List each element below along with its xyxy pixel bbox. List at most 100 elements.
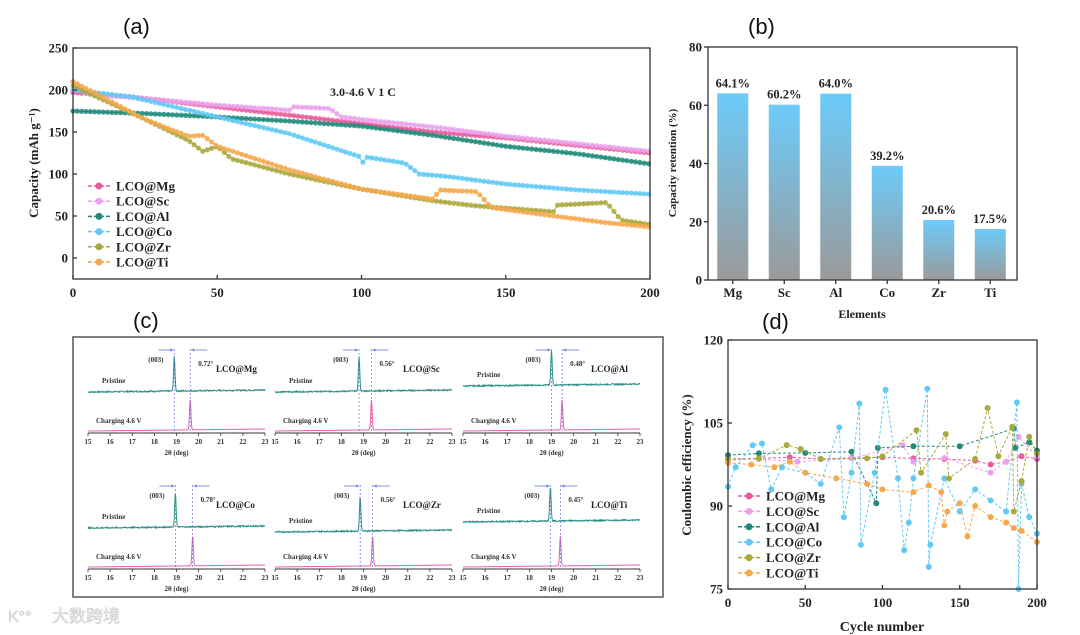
x-tick-label: 16 (482, 438, 490, 446)
data-point (910, 458, 917, 465)
data-point (555, 185, 561, 191)
data-point (260, 109, 267, 115)
data-point (550, 209, 556, 215)
data-point (425, 132, 431, 138)
data-point (230, 103, 236, 109)
y-tick-label: 200 (49, 83, 69, 98)
data-point (269, 161, 275, 167)
data-point (92, 90, 98, 96)
capacity-cycling-chart: 0 50 100 150 200 0 50 100 150 200 250 Capacity (mAh… (26, 41, 660, 301)
bar-co (871, 165, 903, 280)
pristine-trace (462, 488, 641, 524)
data-point (195, 100, 202, 106)
data-point (641, 191, 647, 197)
x-tick-label: 100 (873, 595, 893, 610)
data-point (511, 182, 518, 188)
data-point (377, 118, 383, 124)
data-point (490, 141, 496, 147)
data-point (572, 201, 578, 207)
arrow-head-icon (191, 348, 195, 352)
data-point (425, 172, 431, 178)
data-point (174, 112, 180, 118)
data-point (576, 216, 582, 222)
data-point (174, 98, 180, 104)
data-point (641, 223, 647, 229)
data-point (481, 130, 487, 137)
data-point (321, 120, 327, 127)
data-point (394, 191, 401, 197)
data-point (802, 469, 809, 476)
data-point (589, 218, 595, 224)
data-point (204, 136, 210, 142)
data-point (542, 208, 548, 214)
data-point (481, 197, 487, 203)
data-point (871, 469, 878, 476)
data-point (347, 150, 353, 157)
data-point (602, 219, 608, 226)
data-point (438, 173, 444, 179)
data-point (882, 386, 889, 393)
data-point (282, 118, 288, 124)
series-lco-co (70, 87, 652, 197)
data-point (213, 102, 219, 108)
data-point (464, 128, 470, 134)
data-point (1018, 527, 1025, 534)
data-point (343, 182, 349, 188)
data-point (118, 103, 124, 110)
x-axis-label: Cycle number (840, 620, 924, 635)
data-point (239, 104, 245, 110)
data-point (537, 137, 543, 143)
sample-label: LCO@Sc (403, 364, 440, 374)
data-point (498, 143, 505, 149)
data-point (459, 128, 466, 134)
data-point (295, 133, 301, 140)
y-tick-label: 0 (62, 251, 69, 266)
data-point (755, 455, 762, 462)
data-point (308, 105, 314, 111)
data-point (364, 117, 370, 123)
data-point (451, 135, 457, 142)
data-point (555, 213, 561, 220)
arrow-head-icon (355, 348, 359, 352)
data-point (200, 101, 206, 107)
x-tick-label: 17 (316, 574, 324, 582)
data-point (559, 139, 565, 145)
data-point (165, 125, 171, 131)
data-point (1003, 508, 1010, 515)
data-point (325, 117, 331, 123)
data-point (611, 208, 617, 214)
y-tick-label: 40 (689, 156, 702, 171)
data-point (312, 139, 318, 145)
data-point (490, 179, 496, 185)
legend-label: LCO@Zr (766, 550, 821, 565)
data-point (330, 121, 336, 127)
data-point (611, 156, 617, 162)
data-point (438, 129, 444, 136)
data-point (394, 120, 401, 126)
data-point (338, 148, 344, 154)
data-point (464, 176, 470, 182)
data-point (568, 140, 574, 146)
category-label: Co (879, 285, 895, 300)
data-point (195, 109, 202, 116)
data-point (213, 113, 219, 120)
data-point (533, 211, 539, 217)
legend-marker (95, 212, 103, 220)
data-point (239, 119, 245, 126)
data-point (356, 153, 362, 159)
data-point (390, 158, 396, 164)
data-point (347, 122, 353, 128)
data-point (247, 122, 254, 128)
data-point (291, 132, 297, 138)
data-point (442, 187, 448, 193)
data-point (265, 165, 271, 171)
x-tick-label: 20 (570, 574, 578, 582)
data-point (269, 117, 275, 123)
data-point (191, 113, 197, 119)
x-tick-label: 15 (272, 438, 280, 446)
data-point (356, 116, 362, 122)
data-point (295, 173, 301, 179)
data-point (938, 489, 945, 496)
data-point (490, 205, 496, 211)
pristine-trace (87, 356, 266, 394)
